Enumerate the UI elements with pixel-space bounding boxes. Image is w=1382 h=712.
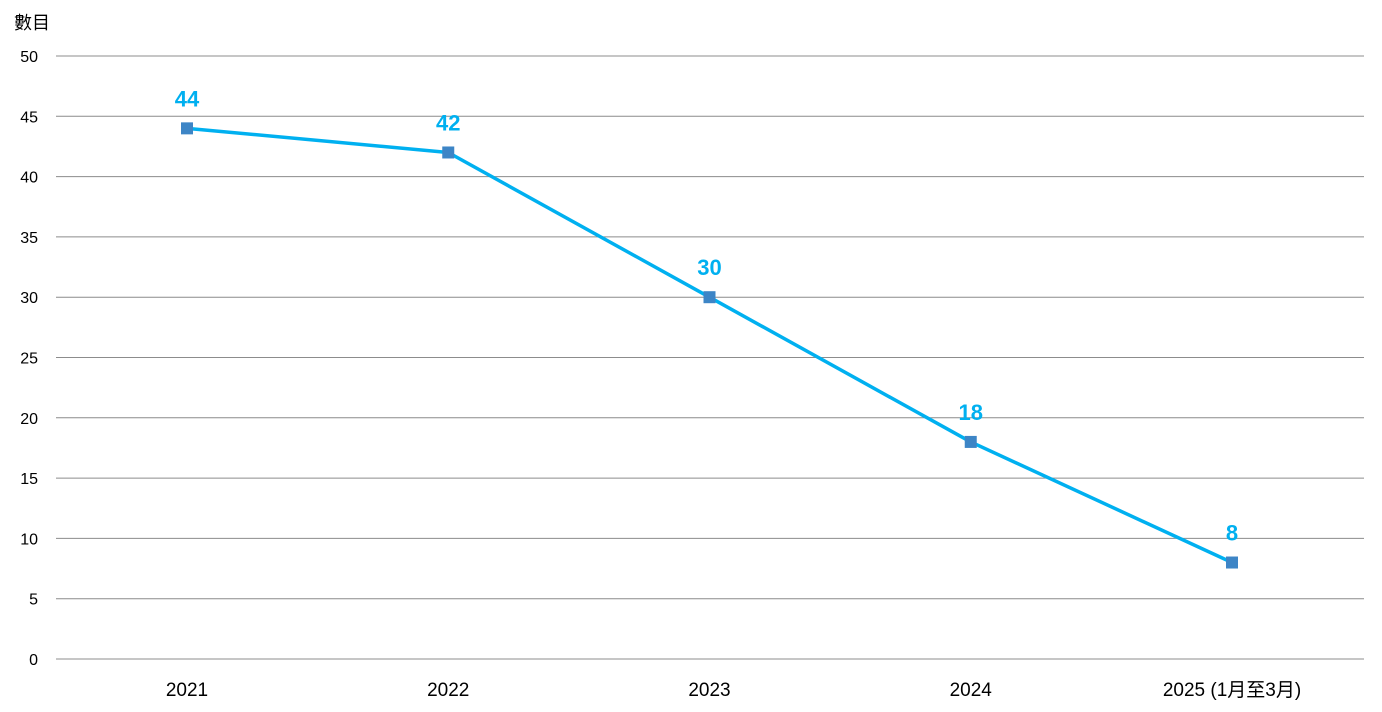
data-label-2: 30 (697, 255, 721, 280)
y-tick-label-25: 25 (20, 351, 38, 368)
x-tick-label-2: 2023 (688, 680, 730, 701)
y-tick-label-5: 5 (29, 592, 38, 609)
data-point-0 (181, 122, 193, 135)
data-label-0: 44 (175, 86, 200, 111)
data-label-4: 8 (1226, 521, 1238, 546)
data-point-3 (964, 435, 977, 448)
y-tick-label-10: 10 (20, 531, 38, 548)
data-label-1: 42 (436, 110, 460, 135)
data-label-3: 18 (959, 400, 983, 425)
y-tick-label-0: 0 (29, 652, 38, 669)
data-labels: 44 42 30 18 8 (175, 86, 1238, 545)
x-tick-labels: 2021 2022 2023 2024 2025 (1月至3月) (166, 680, 1301, 701)
y-tick-labels: 0 5 10 15 20 25 30 35 40 45 50 (20, 49, 38, 669)
series-line-path (186, 126, 1233, 565)
x-tick-label-4: 2025 (1月至3月) (1163, 680, 1301, 701)
x-tick-label-0: 2021 (166, 680, 208, 701)
series-markers (181, 122, 1238, 569)
x-tick-label-3: 2024 (950, 680, 993, 701)
data-point-1 (442, 146, 455, 159)
data-point-2 (703, 291, 716, 304)
y-tick-label-30: 30 (20, 290, 38, 307)
y-tick-label-40: 40 (20, 170, 38, 187)
series-line (186, 126, 1233, 565)
y-tick-label-35: 35 (20, 230, 38, 247)
y-axis-title: 數目 (14, 13, 50, 34)
y-tick-label-50: 50 (20, 49, 38, 66)
y-tick-label-20: 20 (20, 411, 38, 428)
data-point-4 (1226, 556, 1238, 569)
y-tick-label-45: 45 (20, 109, 38, 126)
gridlines (56, 55, 1364, 660)
x-tick-label-1: 2022 (427, 680, 469, 701)
y-tick-label-15: 15 (20, 471, 38, 488)
